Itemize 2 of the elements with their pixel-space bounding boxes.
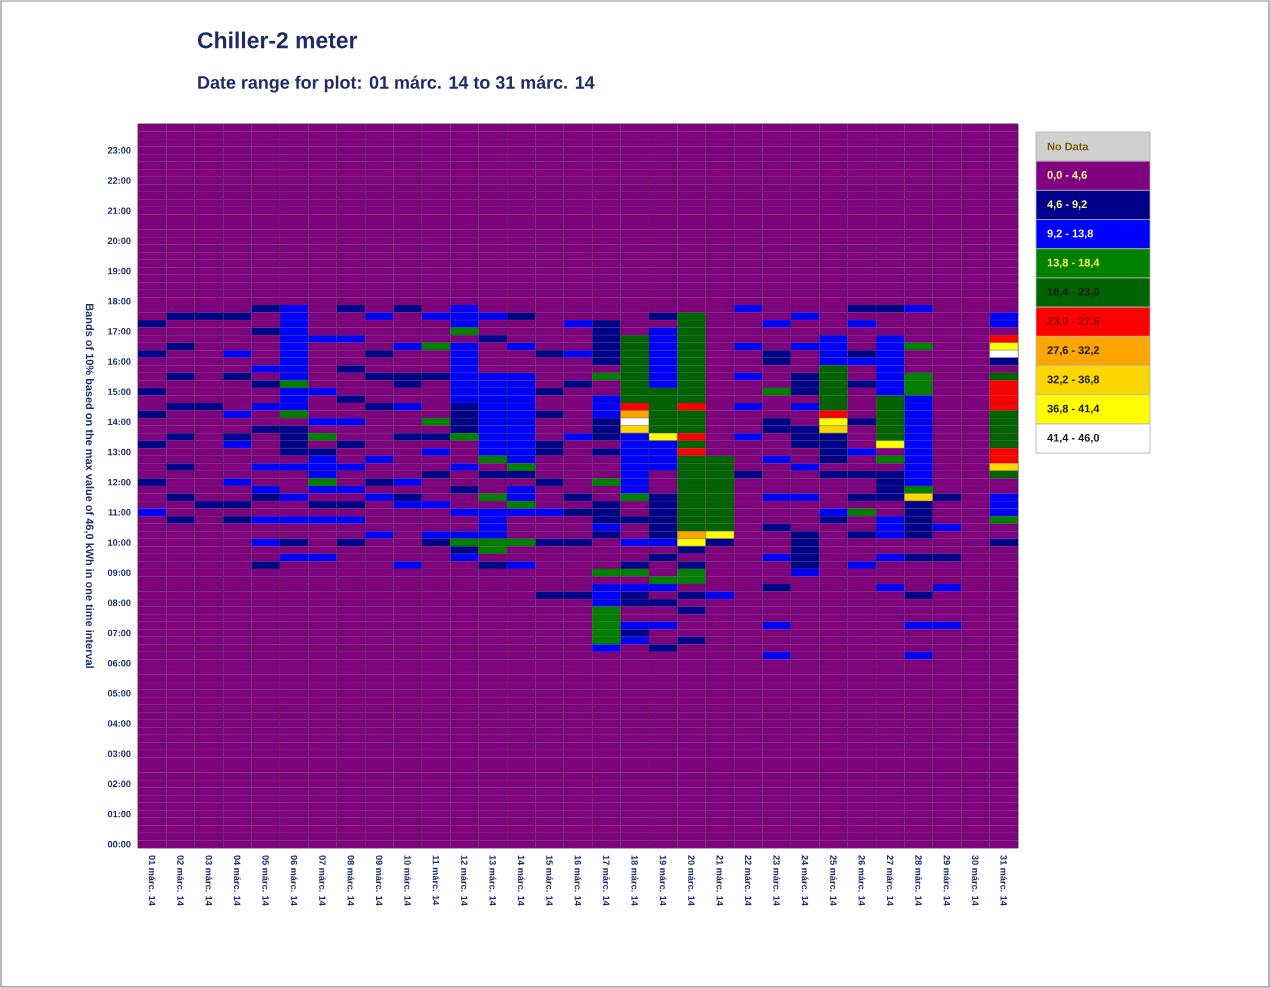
chart-subtitle: Date range for plot: 01 márc. 14 to 31 márc. 14 bbox=[198, 75, 595, 93]
chart-title: Chiller-2 meter bbox=[197, 31, 358, 49]
